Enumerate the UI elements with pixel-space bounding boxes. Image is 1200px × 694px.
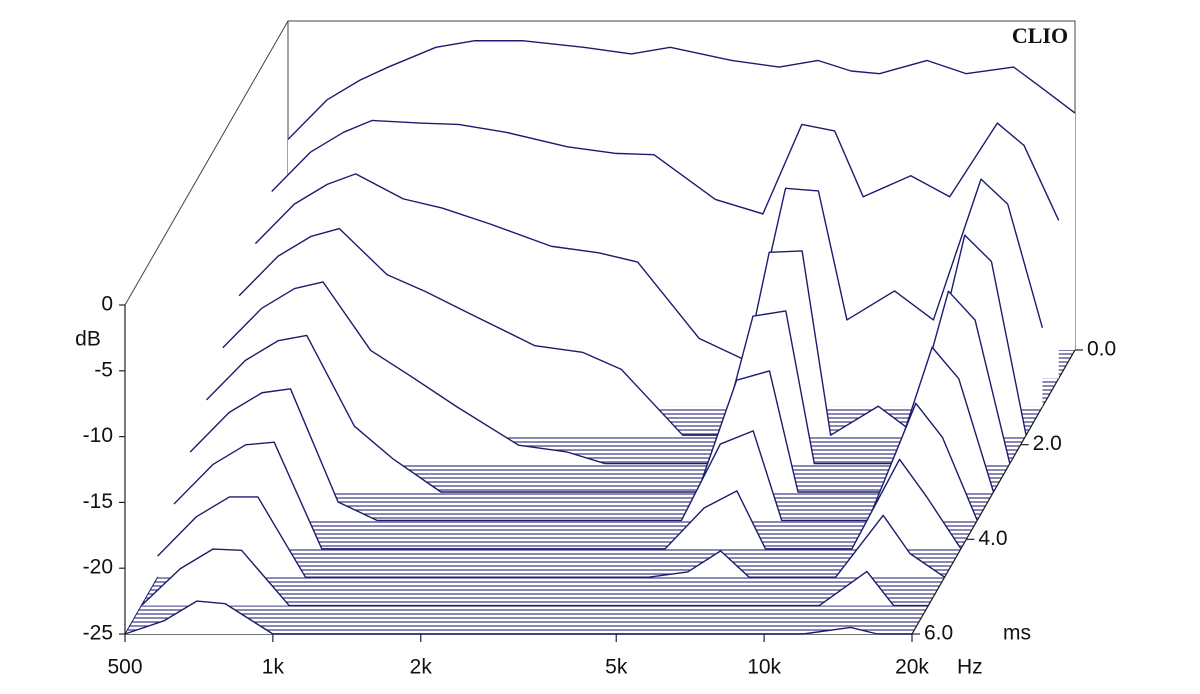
slice-fill [239,228,1027,436]
x-tick-label: 500 [107,656,142,679]
z-axis-label: ms [1003,622,1031,645]
slice-line [173,441,962,550]
y-tick-label: -15 [83,490,113,513]
slice-line [271,119,1060,221]
y-tick-label: 0 [101,293,113,316]
slice-line [206,334,995,493]
z-tick-label: 0.0 [1087,338,1116,361]
slice-line [189,388,978,522]
y-tick-label: -5 [94,358,113,381]
y-axis-label: dB [75,328,101,351]
slice-line [140,548,929,607]
slice-line [254,173,1044,362]
x-axis-label: Hz [957,656,983,679]
slice-fill [141,549,929,606]
slice-line [157,496,945,578]
y-tick-label: -25 [83,622,113,645]
slice-fill [125,601,912,634]
x-tick-label: 20k [895,656,929,679]
x-tick-label: 10k [747,656,781,679]
z-tick-label: 6.0 [924,622,953,645]
y-tick-label: -10 [83,424,113,447]
slice-line [287,40,1076,140]
y-tick-label: -20 [83,556,113,579]
x-tick-label: 5k [605,656,628,679]
slice-fill [222,281,1010,464]
chart-title: CLIO [1012,23,1068,48]
x-tick-label: 1k [262,656,285,679]
side-edge [124,20,289,306]
z-tick-label: 4.0 [978,527,1007,550]
z-tick-label: 2.0 [1033,432,1062,455]
slice-line [124,600,912,635]
x-tick-label: 2k [410,656,433,679]
